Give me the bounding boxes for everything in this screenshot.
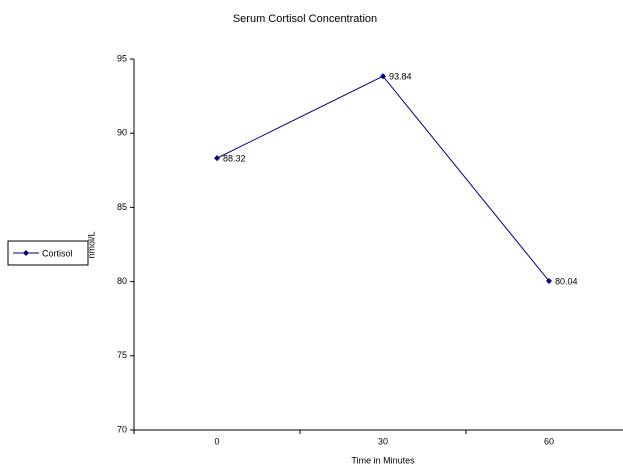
x-tick-label: 30 xyxy=(378,436,388,446)
marker xyxy=(546,278,552,285)
legend-label: Cortisol xyxy=(42,248,73,258)
x-axis-label: Time in Minutes xyxy=(351,455,415,465)
y-tick-label: 70 xyxy=(117,424,127,434)
y-axis-label: nmol/L xyxy=(86,231,96,258)
x-tick-label: 60 xyxy=(544,436,554,446)
legend-marker xyxy=(23,250,29,256)
y-tick-label: 80 xyxy=(117,276,127,286)
chart-title: Serum Cortisol Concentration xyxy=(233,13,377,25)
y-tick-label: 90 xyxy=(117,128,127,138)
y-tick-label: 95 xyxy=(117,53,127,63)
data-label: 88.32 xyxy=(223,154,246,164)
data-label: 80.04 xyxy=(555,276,578,286)
y-tick-label: 85 xyxy=(117,202,127,212)
data-label: 93.84 xyxy=(389,72,412,82)
marker xyxy=(380,73,386,80)
x-tick-label: 0 xyxy=(214,436,219,446)
y-tick-label: 75 xyxy=(117,350,127,360)
line xyxy=(216,75,550,282)
marker xyxy=(214,155,220,162)
